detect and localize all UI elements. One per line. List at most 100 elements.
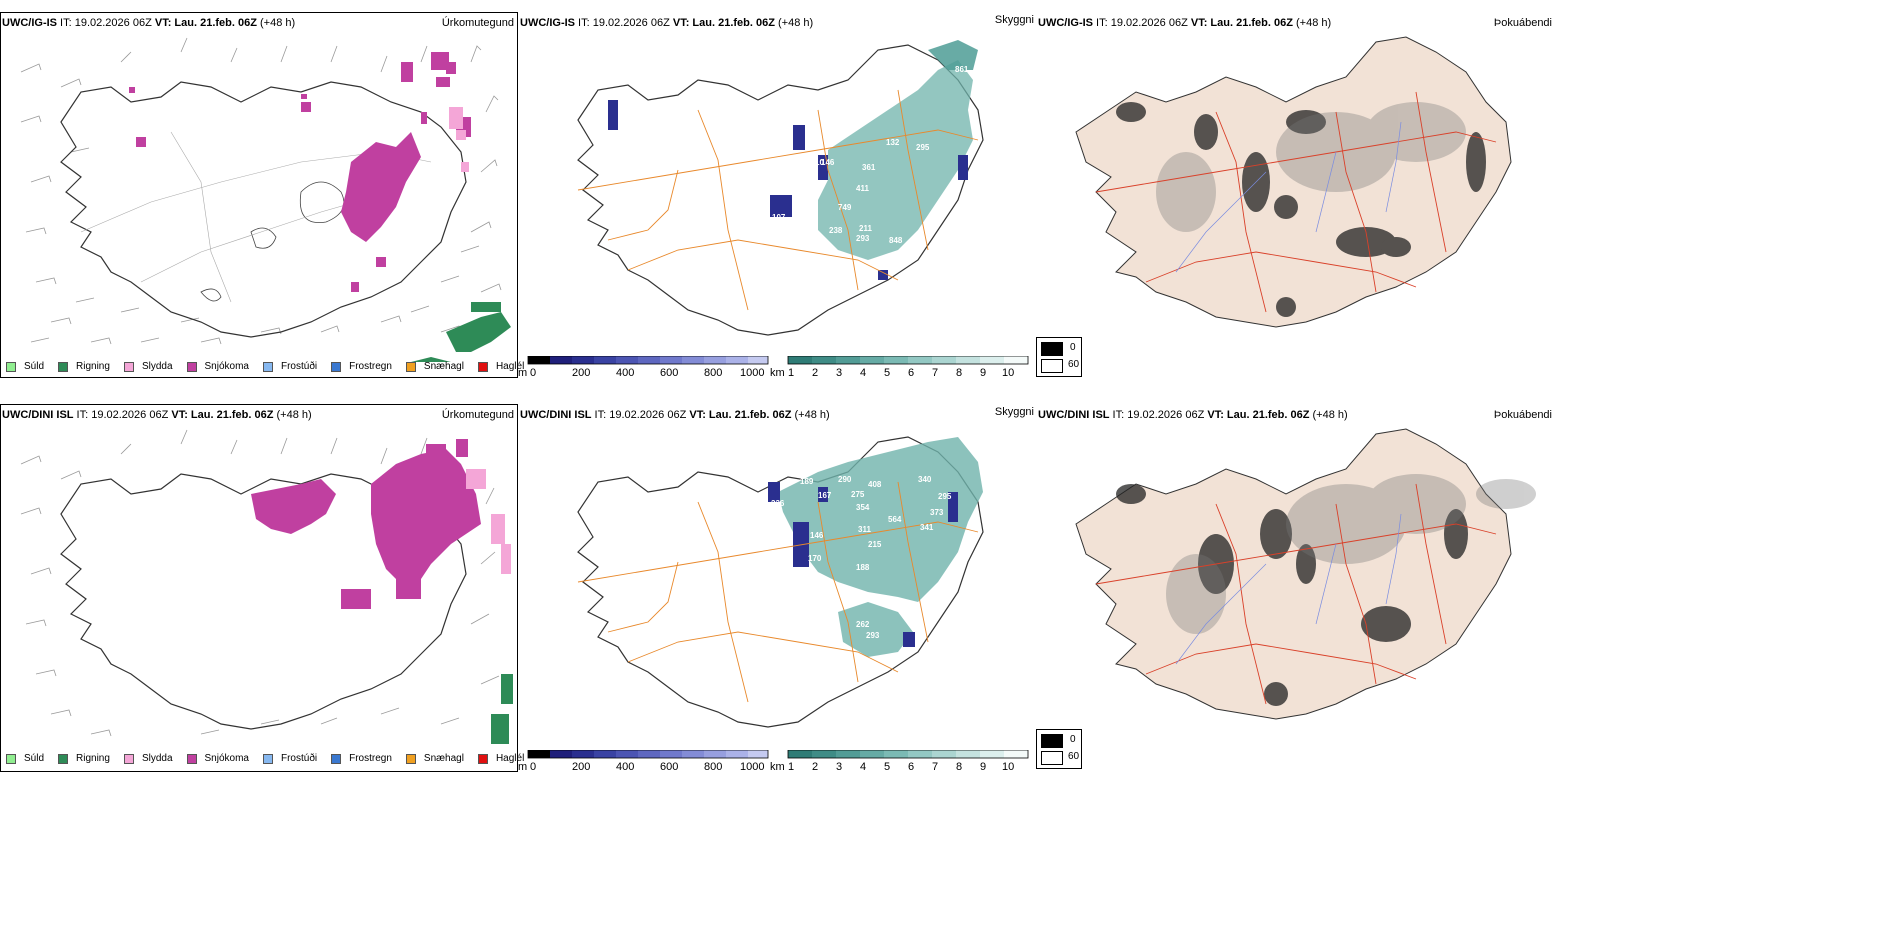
colorbar-tick: 10 (1002, 367, 1014, 378)
panel-header: UWC/IG-IS IT: 19.02.2026 06Z VT: Lau. 21… (1038, 17, 1331, 29)
legend-label: Haglél (495, 753, 525, 764)
roads (1095, 91, 1497, 313)
precip-map (20, 429, 513, 744)
legend-item-frostudi: Frostúði (262, 361, 317, 372)
fog-legend-swatch-light (1041, 359, 1063, 373)
legend-swatch (331, 753, 342, 764)
elevation-label: 295 (916, 143, 930, 152)
legend-label: Súld (24, 753, 45, 764)
precip-type-panel-bottom: UWC/DINI ISL IT: 19.02.2026 06Z VT: Lau.… (0, 404, 524, 772)
teal-visibility-area (778, 437, 983, 602)
colorbar-tick: 9 (980, 367, 986, 378)
legend-item-frostudi: Frostúði (262, 753, 318, 764)
fog-legend: 0 60 (1036, 337, 1082, 377)
colorbar-tick: 800 (704, 367, 722, 378)
snow-areas (129, 52, 471, 292)
colorbar-unit: km (770, 367, 785, 378)
colorbar-tick: 7 (932, 761, 938, 772)
colorbar-visibility-segments (787, 356, 1029, 365)
colorbar-tick: 8 (956, 367, 962, 378)
legend-swatch (477, 361, 488, 372)
fog-index-panel-top: UWC/IG-IS IT: 19.02.2026 06Z VT: Lau. 21… (1036, 12, 1554, 378)
colorbar-tick: 8 (956, 761, 962, 772)
colorbar-tick: 5 (884, 367, 890, 378)
visibility-map: 340 295 373 341 564 311 215 275 354 167 … (577, 436, 984, 728)
lead-time: (+48 h) (774, 17, 814, 29)
wind-barbs (20, 37, 502, 345)
colorbar-tick: 3 (836, 761, 842, 772)
legend-label: Snjókoma (204, 753, 249, 764)
colorbar-tick: 400 (616, 761, 634, 772)
elevation-label: 290 (838, 475, 852, 484)
legend-item-haglel: Haglél (477, 753, 525, 764)
elevation-label: 238 (829, 226, 843, 235)
colorbar-tick: 1000 (740, 367, 764, 378)
visibility-panel-bottom: UWC/DINI ISL IT: 19.02.2026 06Z VT: Lau.… (518, 404, 1036, 772)
precip-map (20, 37, 511, 362)
elevation-label: 146 (821, 158, 835, 167)
fog-legend-label: 0 (1070, 342, 1076, 353)
elevation-label: 536 (801, 183, 815, 192)
colorbar-tick: 2 (812, 367, 818, 378)
legend-label: Frostúði (280, 753, 318, 764)
legend-item-snjokoma: Snjókoma (186, 361, 249, 372)
sleet-areas (449, 107, 469, 172)
elevation-label: 215 (868, 540, 882, 549)
precip-legend: Súld Rigning Slydda Snjókoma Frostúði Fr… (6, 361, 538, 372)
fog-light-shading (1156, 102, 1466, 232)
elevation-label: 132 (886, 138, 900, 147)
colorbar-tick: 10 (1002, 761, 1014, 772)
colorbar-tick: 2 (812, 761, 818, 772)
lead-time: (+48 h) (1292, 17, 1332, 29)
lead-time: (+48 h) (791, 409, 830, 421)
colorbar-tick: 4 (860, 761, 866, 772)
legend-label: Frostregn (349, 753, 392, 764)
precip-type-panel-top: UWC/IG-IS IT: 19.02.2026 06Z VT: Lau. 21… (0, 12, 524, 378)
colorbar-tick: 1 (788, 367, 794, 378)
colorbar-elevation: m 0 200 400 600 800 1000 (518, 356, 769, 378)
iceland-coastline (577, 44, 984, 336)
legend-label: Snæhagl (423, 753, 464, 764)
colorbar-elevation: m 0 200 400 600 800 1000 (518, 750, 769, 772)
init-time: IT: 19.02.2026 06Z (591, 409, 690, 421)
legend-label: Snæhagl (423, 361, 464, 372)
panel-header: UWC/DINI ISL IT: 19.02.2026 06Z VT: Lau.… (520, 409, 830, 421)
legend-item-snjokoma: Snjókoma (186, 753, 249, 764)
elevation-label: 146 (810, 531, 824, 540)
init-time: IT: 19.02.2026 06Z (1093, 17, 1191, 29)
legend-item-haglel: Haglél (477, 361, 524, 372)
legend-item-suld: Súld (6, 753, 44, 764)
lead-time: (+48 h) (1309, 409, 1348, 421)
rivers (1175, 513, 1402, 665)
legend-label: Rigning (76, 361, 110, 372)
elevation-label: 861 (955, 65, 969, 74)
colorbar-tick: 6 (908, 761, 914, 772)
legend-swatch (6, 361, 16, 372)
elevation-label: 293 (866, 631, 880, 640)
elevation-label: 189 (800, 477, 814, 486)
elevation-label: 749 (838, 203, 852, 212)
panel-header: UWC/DINI ISL IT: 19.02.2026 06Z VT: Lau.… (2, 409, 312, 421)
valid-time: VT: Lau. 21.feb. 06Z (154, 17, 257, 29)
colorbar-tick: 9 (980, 761, 986, 772)
iceland-coastline (60, 81, 467, 338)
legend-label: Súld (24, 361, 45, 372)
panel-title: Skyggni (994, 406, 1034, 418)
colorbar-tick: 0 (530, 761, 536, 772)
rain-areas (491, 674, 513, 744)
init-time: IT: 19.02.2026 06Z (73, 409, 172, 421)
fog-legend-swatch-dark (1041, 734, 1063, 748)
legend-swatch (186, 361, 197, 372)
colorbar-tick: 1 (788, 761, 794, 772)
valid-time: VT: Lau. 21.feb. 06Z (689, 409, 792, 421)
panel-title: Úrkomutegund (441, 409, 514, 421)
model-label: UWC/IG-IS (1038, 17, 1093, 29)
colorbar-tick: 200 (572, 367, 590, 378)
elevation-label: 354 (856, 503, 870, 512)
legend-swatch (405, 753, 416, 764)
fog-legend-label: 60 (1068, 751, 1080, 762)
elevation-label: 408 (868, 480, 882, 489)
valid-time: VT: Lau. 21.feb. 06Z (672, 17, 775, 29)
panel-header: UWC/DINI ISL IT: 19.02.2026 06Z VT: Lau.… (1038, 409, 1348, 421)
legend-label: Slydda (141, 753, 173, 764)
